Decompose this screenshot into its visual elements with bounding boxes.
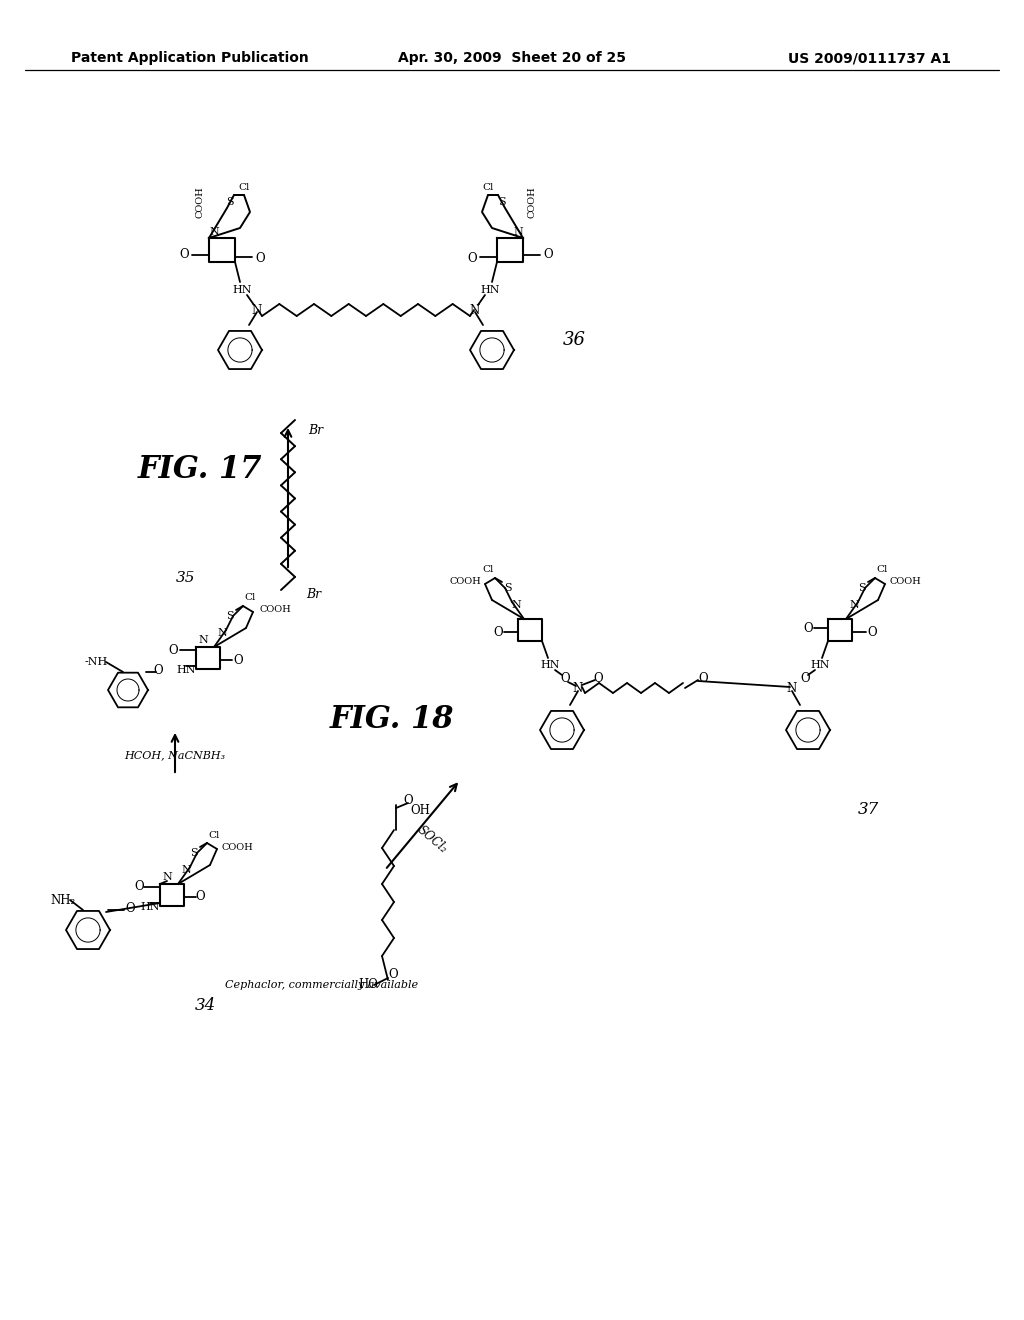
Text: N: N	[572, 681, 583, 694]
Text: HN: HN	[140, 902, 160, 912]
Text: N: N	[786, 681, 797, 694]
Text: NH₂: NH₂	[50, 894, 76, 907]
Text: HN: HN	[232, 285, 252, 294]
Text: OH: OH	[410, 804, 430, 817]
Text: O: O	[467, 252, 477, 264]
Text: O: O	[803, 622, 813, 635]
Text: HN: HN	[541, 660, 560, 671]
Text: COOH: COOH	[450, 578, 481, 586]
Text: HCOH, NaCNBH₃: HCOH, NaCNBH₃	[125, 750, 225, 760]
Text: 35: 35	[176, 572, 196, 585]
Text: O: O	[255, 252, 265, 264]
Text: COOH: COOH	[527, 186, 537, 218]
Text: Patent Application Publication: Patent Application Publication	[71, 51, 309, 65]
Text: O: O	[388, 969, 397, 982]
Text: COOH: COOH	[890, 578, 922, 586]
Text: S: S	[226, 197, 233, 207]
Text: S: S	[504, 583, 512, 593]
Text: Cl: Cl	[877, 565, 888, 574]
Text: N: N	[217, 628, 227, 638]
Text: N: N	[162, 873, 172, 882]
Text: N: N	[513, 227, 523, 238]
Text: HN: HN	[810, 660, 829, 671]
Text: S: S	[226, 611, 233, 620]
Text: Br: Br	[306, 589, 322, 602]
Text: 34: 34	[195, 997, 216, 1014]
Text: S: S	[499, 197, 506, 207]
Text: -NH: -NH	[84, 657, 108, 667]
Text: O: O	[867, 626, 877, 639]
Text: Cl: Cl	[245, 594, 256, 602]
Text: FIG. 18: FIG. 18	[330, 705, 455, 735]
Text: N: N	[849, 601, 859, 610]
Text: O: O	[168, 644, 178, 656]
Text: 37: 37	[858, 801, 880, 818]
Text: S: S	[190, 847, 198, 858]
Text: N: N	[181, 865, 190, 875]
Text: HO: HO	[358, 978, 378, 991]
Text: Apr. 30, 2009  Sheet 20 of 25: Apr. 30, 2009 Sheet 20 of 25	[398, 51, 626, 65]
Text: O: O	[125, 902, 135, 915]
Text: N: N	[209, 227, 219, 238]
Text: FIG. 17: FIG. 17	[138, 454, 262, 486]
Text: HN: HN	[176, 665, 196, 675]
Text: Cl: Cl	[482, 565, 494, 574]
Text: COOH: COOH	[196, 186, 205, 218]
Text: N: N	[511, 601, 521, 610]
Text: US 2009/0111737 A1: US 2009/0111737 A1	[788, 51, 951, 65]
Text: O: O	[403, 793, 413, 807]
Text: O: O	[800, 672, 810, 685]
Text: N: N	[470, 304, 480, 317]
Text: O: O	[593, 672, 603, 685]
Text: COOH: COOH	[222, 842, 254, 851]
Text: O: O	[698, 672, 708, 685]
Text: O: O	[179, 248, 188, 261]
Text: HN: HN	[480, 285, 500, 294]
Text: O: O	[543, 248, 553, 261]
Text: O: O	[560, 672, 569, 685]
Text: Cephaclor, commercially available: Cephaclor, commercially available	[225, 979, 418, 990]
Text: N: N	[198, 635, 208, 645]
Text: O: O	[494, 626, 503, 639]
Text: S: S	[858, 583, 866, 593]
Text: O: O	[233, 653, 243, 667]
Text: O: O	[154, 664, 163, 676]
Text: O: O	[134, 880, 143, 894]
Text: SOCl₂: SOCl₂	[415, 824, 451, 857]
Text: Cl: Cl	[208, 830, 220, 840]
Text: Cl: Cl	[482, 182, 494, 191]
Text: Cl: Cl	[239, 182, 250, 191]
Text: Br: Br	[308, 424, 324, 437]
Text: O: O	[196, 891, 205, 903]
Text: 36: 36	[563, 331, 586, 348]
Text: COOH: COOH	[260, 606, 292, 615]
Text: N: N	[252, 304, 262, 317]
